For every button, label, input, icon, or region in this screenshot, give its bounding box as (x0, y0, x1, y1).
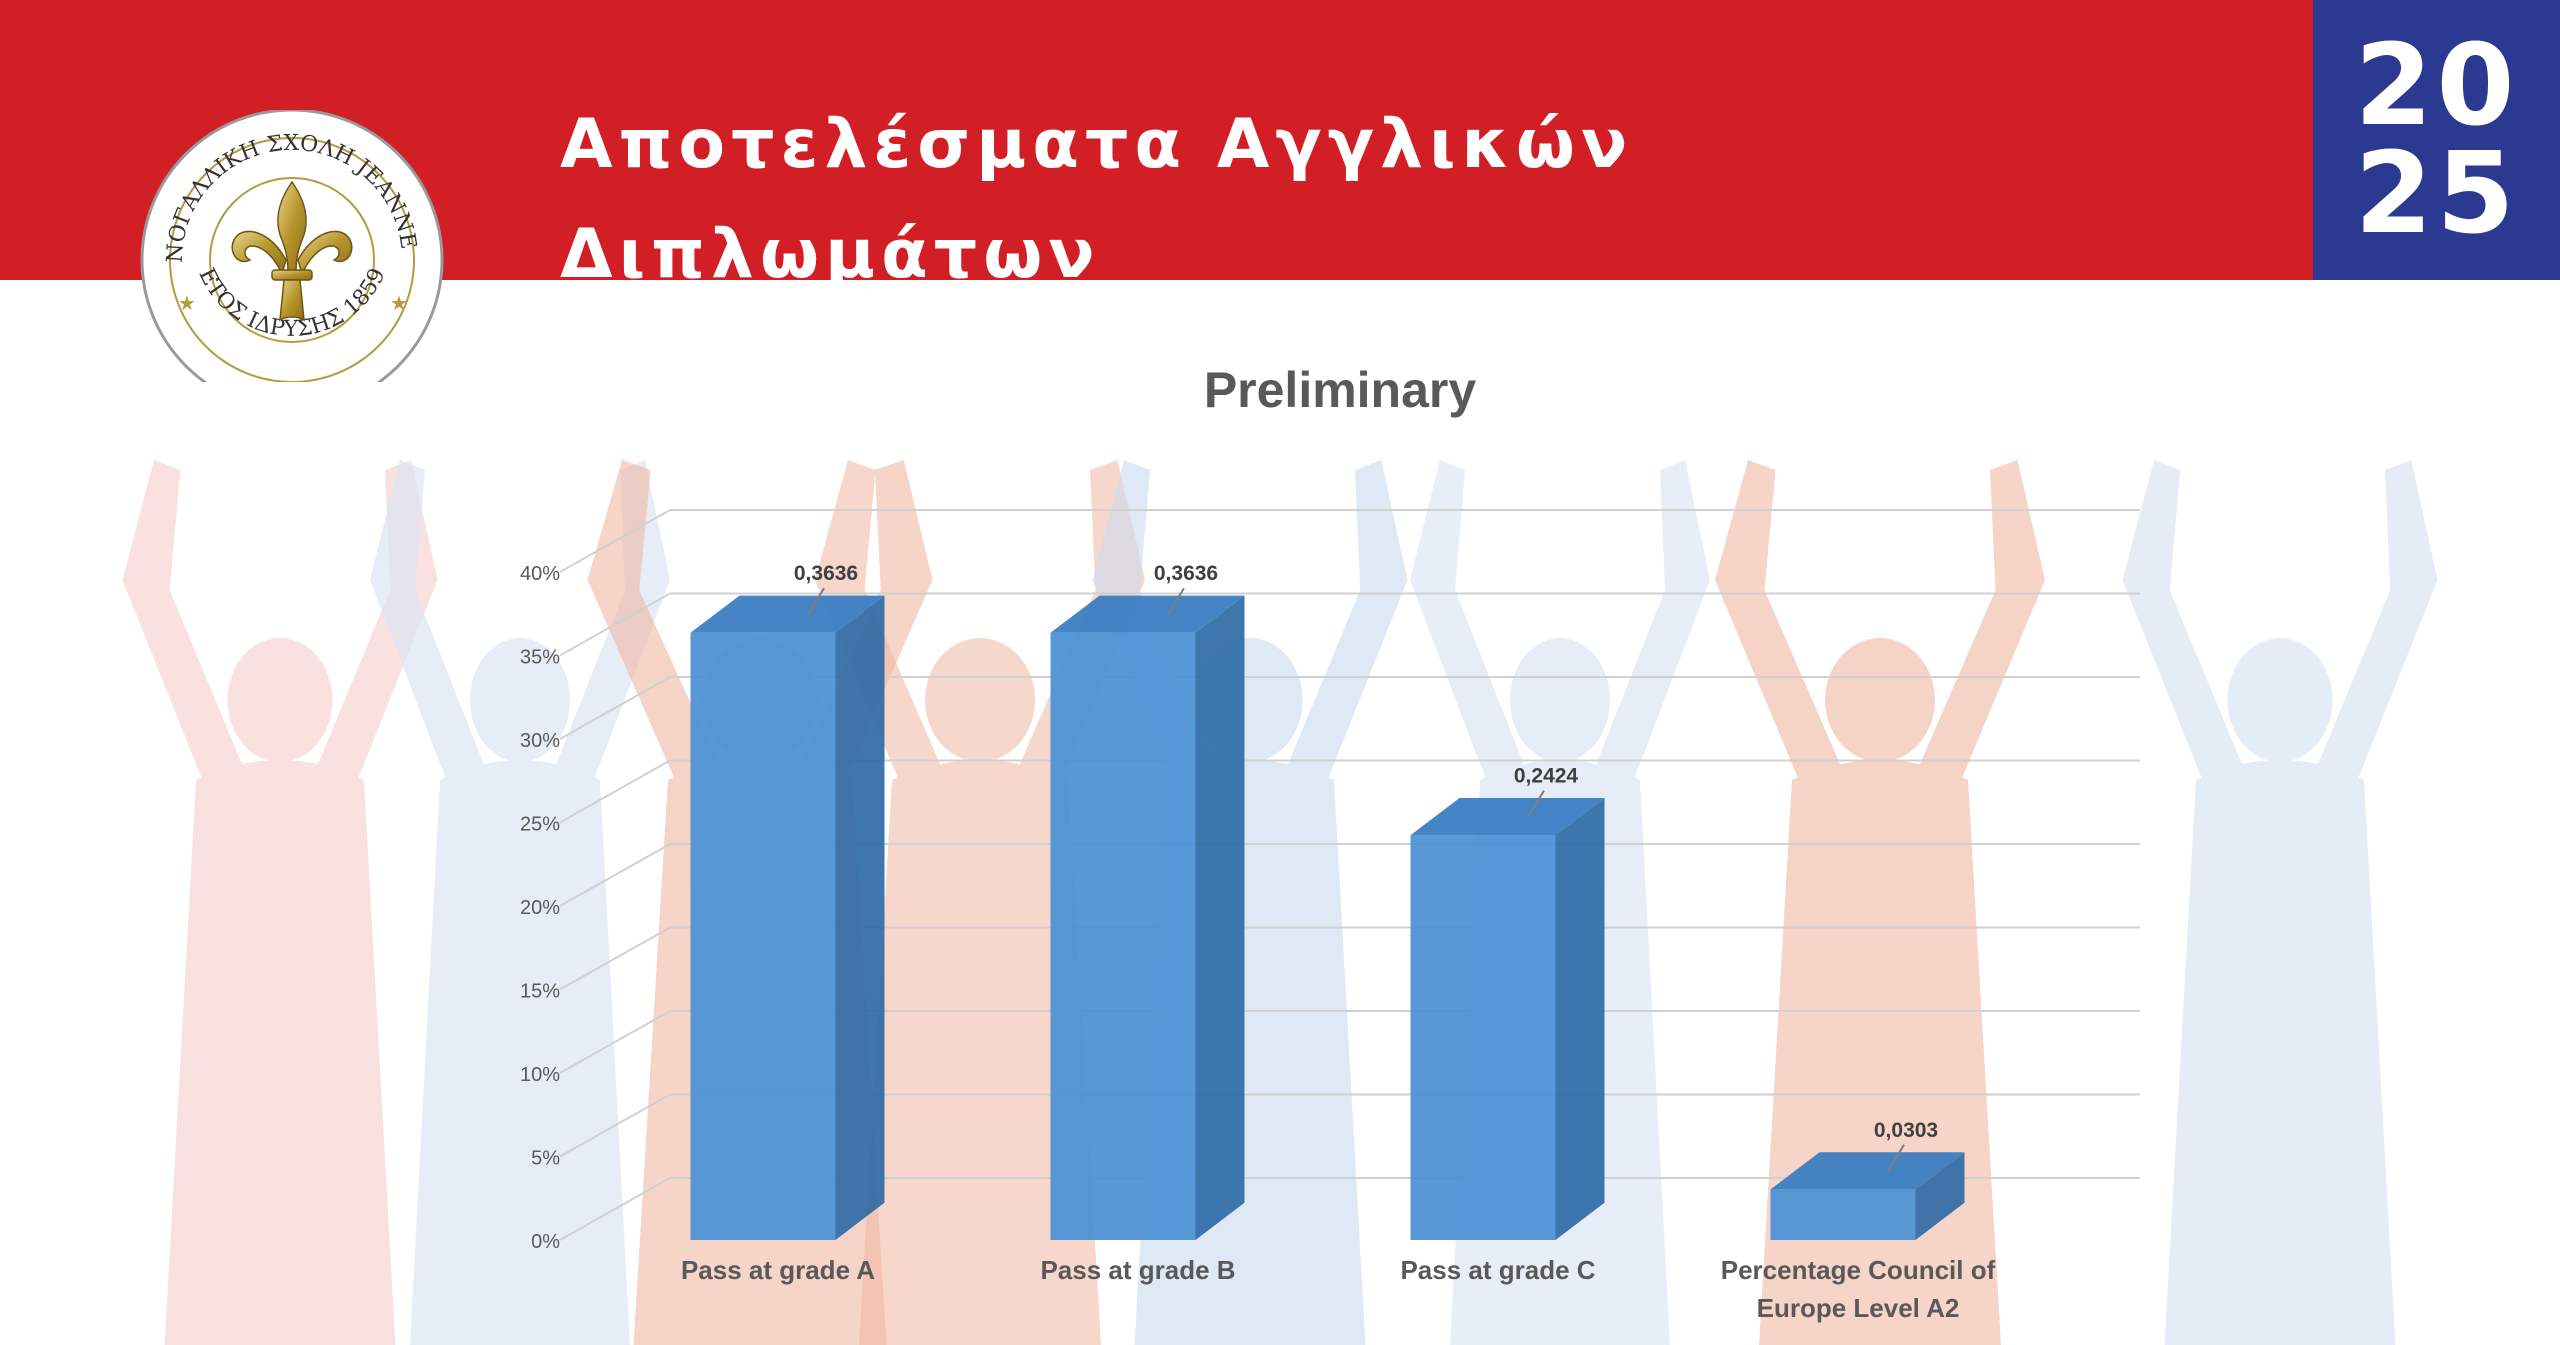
gridline-depth (559, 926, 671, 991)
bar-front (1770, 1189, 1916, 1240)
x-category-label: Europe Level A2 (1757, 1293, 1960, 1323)
y-tick-label: 25% (520, 814, 560, 836)
bar-front (1050, 632, 1196, 1240)
y-axis-ticks: 0% 5% 10% 15% 20% 25% 30% 35% 40% (520, 563, 560, 1253)
bar (1410, 797, 1605, 1240)
data-labels: 0,3636 0,3636 0,2424 0,0303 (794, 562, 1938, 1172)
school-logo: ΕΛΛΗΝΟΓΑΛΛΙΚΗ ΣΧΟΛΗ JEANNE D'ARC ΕΤΟΣ ΙΔ… (138, 110, 444, 382)
x-category-label: Pass at grade B (1040, 1255, 1235, 1285)
x-category-label: Percentage Council of (1721, 1255, 1996, 1285)
bar (1050, 595, 1245, 1240)
data-label-leader (807, 587, 825, 615)
year-badge: 20 25 (2313, 0, 2560, 280)
bar-top (1410, 797, 1605, 836)
gridline-depth (559, 843, 671, 907)
y-tick-label: 5% (531, 1148, 560, 1170)
bar-side (1555, 797, 1605, 1240)
gridline-depth (559, 592, 671, 657)
gridline-depth (559, 759, 671, 824)
year-line-2: 25 (2354, 129, 2519, 259)
y-tick-label: 35% (520, 647, 560, 669)
y-tick-label: 20% (520, 897, 560, 919)
gridline-depth (559, 1093, 671, 1158)
x-axis-categories: Pass at grade A Pass at grade B Pass at gr… (681, 1255, 1996, 1323)
silhouette-figure (2122, 460, 2438, 1345)
x-category-label: Pass at grade C (1400, 1255, 1595, 1285)
bar-side (1195, 595, 1245, 1240)
bar-top (690, 595, 885, 633)
data-label-leader (1167, 587, 1185, 615)
data-label: 0,2424 (1514, 765, 1579, 788)
y-tick-label: 10% (520, 1064, 560, 1086)
data-label-leader (1527, 790, 1545, 818)
gridlines (559, 509, 2140, 1241)
gridline-depth (559, 509, 671, 573)
data-label: 0,3636 (1154, 562, 1218, 585)
bar-top (1050, 595, 1245, 633)
year-line-1: 20 (2354, 21, 2519, 151)
gridline-depth (559, 1010, 671, 1074)
y-tick-label: 15% (520, 981, 560, 1003)
data-label: 0,3636 (794, 562, 858, 585)
bar-side (835, 595, 885, 1240)
y-tick-label: 30% (520, 730, 560, 752)
gridline-depth (559, 1177, 671, 1241)
bar (690, 595, 885, 1240)
y-tick-label: 40% (520, 563, 560, 585)
page-title: Αποτελέσματα Αγγλικών Διπλωμάτων (560, 105, 1634, 294)
chart-title: Preliminary (1203, 362, 1477, 418)
bar-side (1915, 1152, 1965, 1240)
star-icon: ★ (390, 293, 408, 315)
data-label-leader (1887, 1144, 1905, 1172)
x-category-label: Pass at grade A (681, 1255, 875, 1285)
silhouette-figure (122, 460, 438, 1345)
bar-chart: 0%5%10%15%20%25%30%35%40% 0,3636 0,36360,… (520, 509, 2140, 1323)
y-tick-label: 0% (531, 1231, 560, 1253)
bar-top (1770, 1152, 1965, 1190)
bar-front (690, 632, 836, 1240)
bars (690, 595, 1965, 1240)
gridline-depth (559, 676, 671, 740)
data-label: 0,0303 (1874, 1119, 1938, 1142)
bar (1770, 1152, 1965, 1240)
fleur-de-lis-icon (231, 180, 353, 322)
star-icon: ★ (178, 293, 196, 315)
bar-front (1410, 835, 1556, 1240)
